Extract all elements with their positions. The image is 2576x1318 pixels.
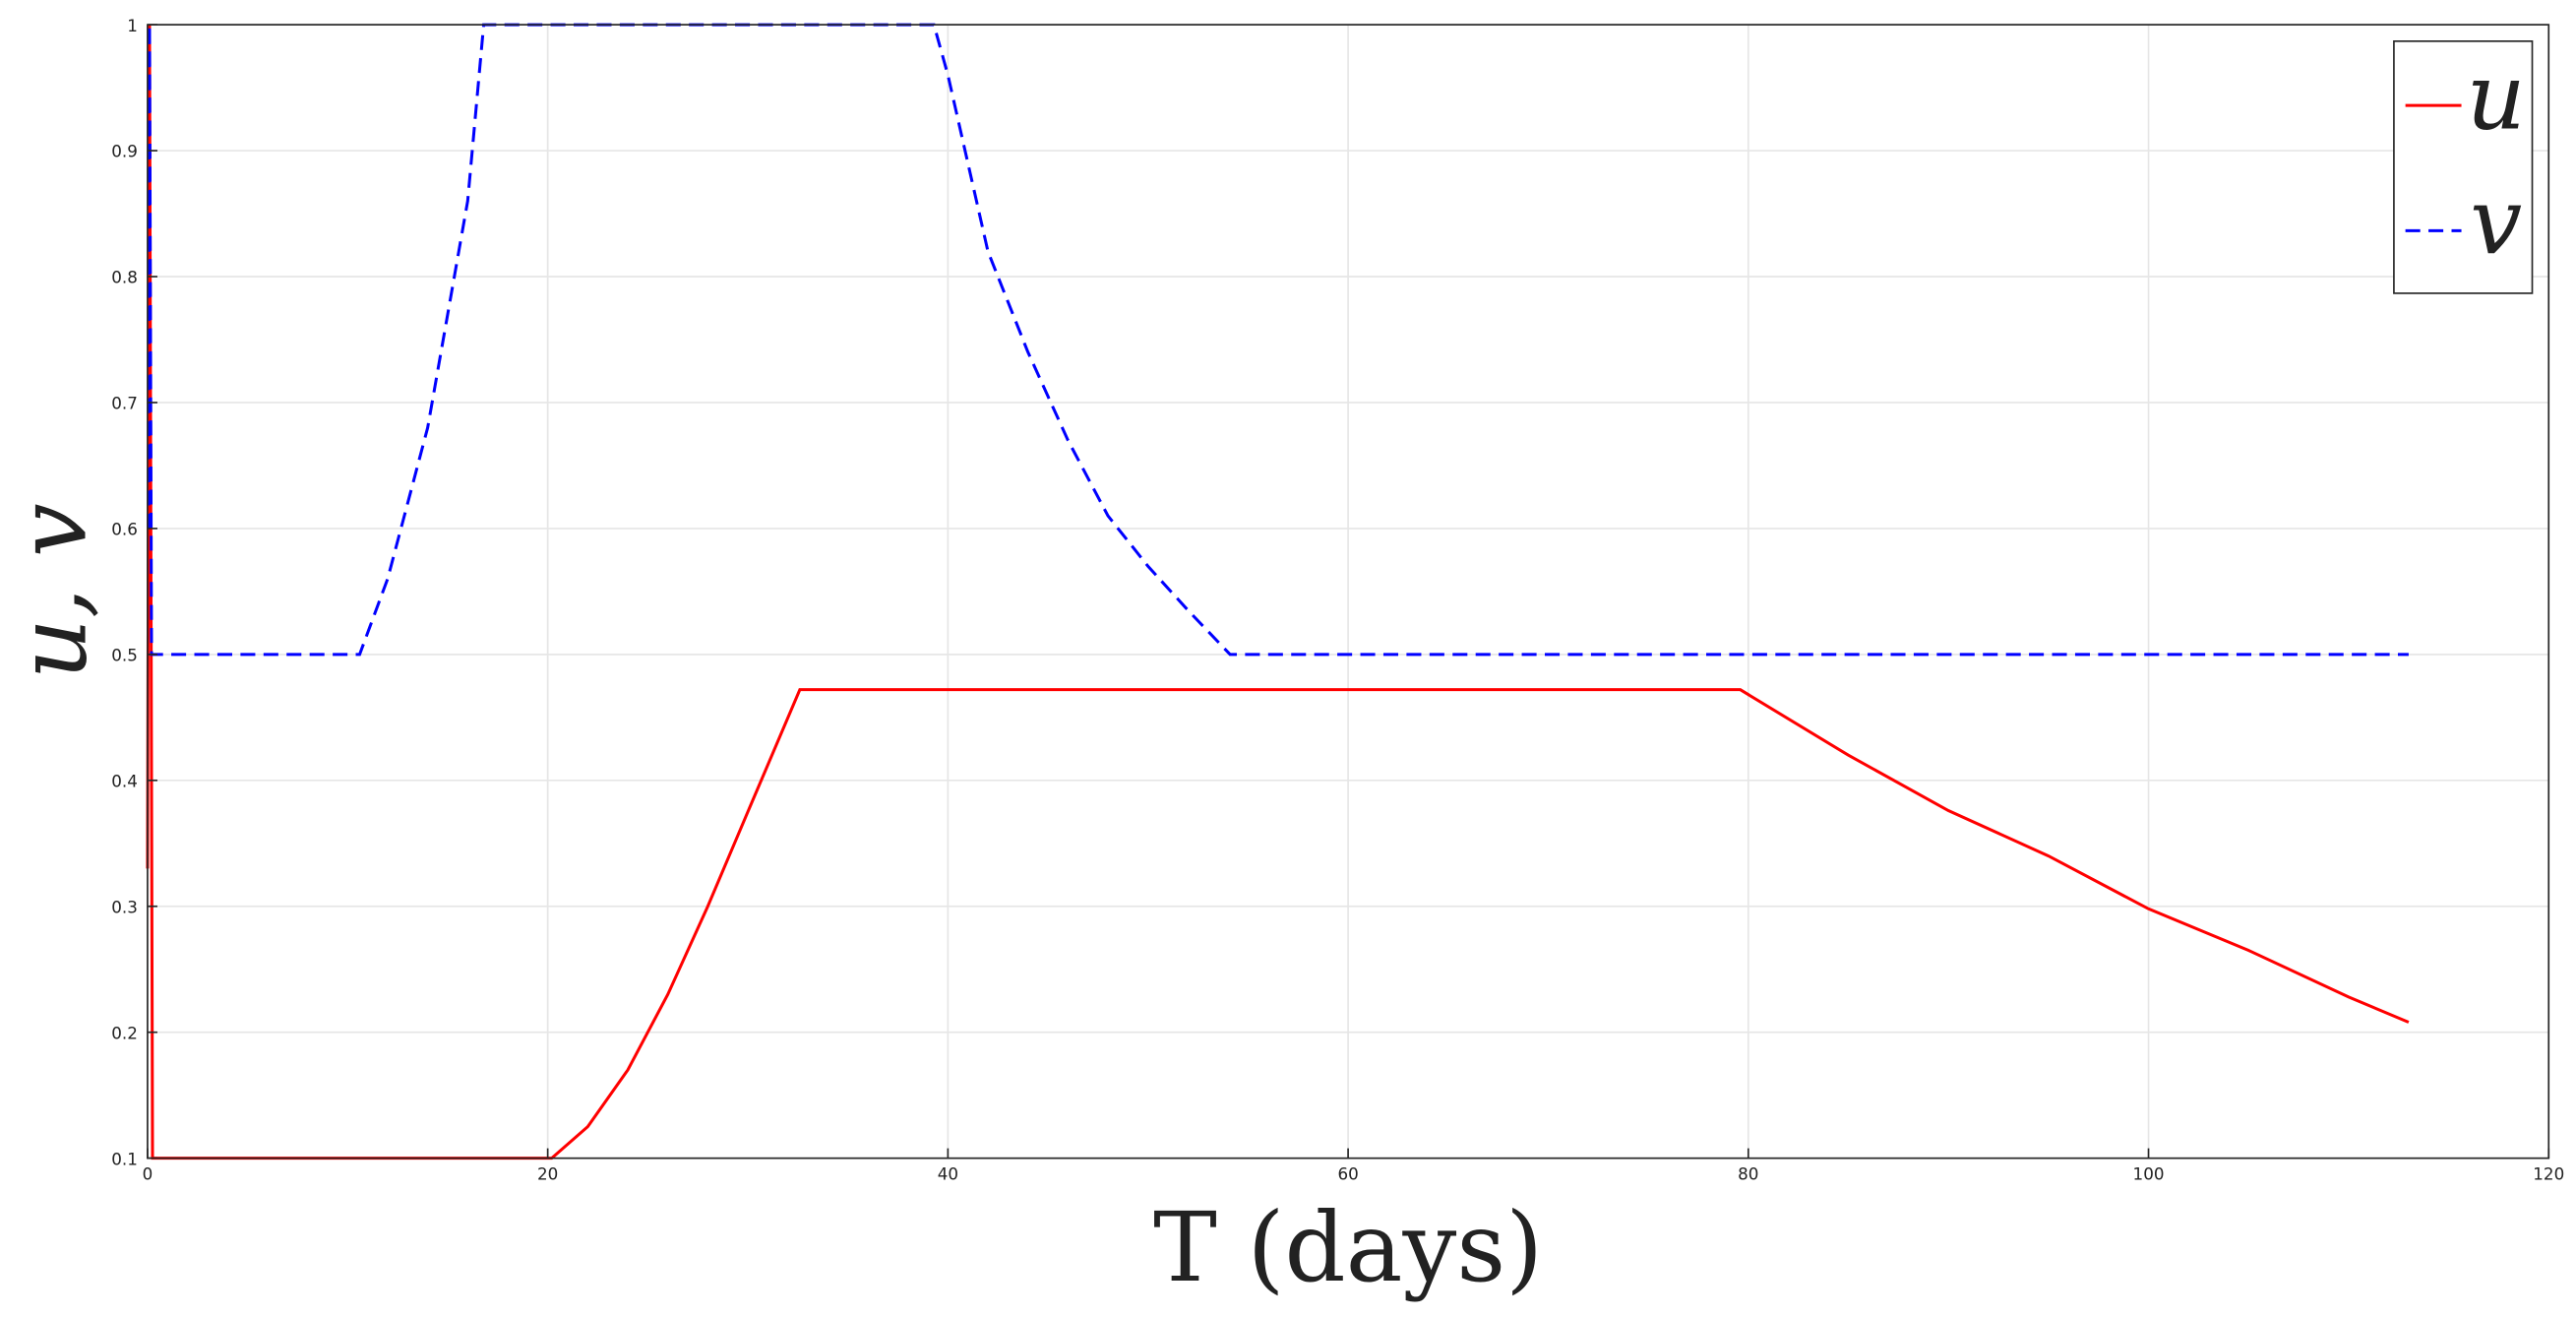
x-tick-label: 0 [143,1163,153,1183]
y-tick-label: 0.7 [111,394,138,413]
y-tick-label: 0.9 [111,142,138,161]
y-tick-label: 0.3 [111,897,138,916]
y-tick-label: 0.2 [111,1023,138,1042]
ticks: 0 20 40 60 80 100 120 0.1 0.2 0.3 0.4 0.5 0.6 0.7 0.8 0… [111,16,2564,1184]
x-tick-label: 20 [537,1163,558,1183]
x-tick-label: 40 [938,1163,958,1183]
legend-label: v [2470,169,2522,277]
y-tick-label: 0.1 [111,1149,138,1168]
y-tick-label: 1 [127,16,138,35]
x-tick-label: 100 [2133,1163,2165,1183]
x-tick-label: 80 [1738,1163,1758,1183]
y-axis-label: u, v [0,503,108,679]
legend: uv [2393,40,2534,294]
y-tick-label: 0.4 [111,771,138,790]
legend-box [2393,40,2534,294]
x-tick-label: 60 [1337,1163,1358,1183]
y-tick-label: 0.8 [111,268,138,287]
y-tick-label: 0.6 [111,520,138,539]
y-tick-label: 0.5 [111,646,138,665]
x-tick-label: 120 [2533,1163,2564,1183]
series-line [147,23,2409,657]
legend-label: u [2467,44,2526,152]
x-axis-label: T (days) [1153,1192,1543,1303]
